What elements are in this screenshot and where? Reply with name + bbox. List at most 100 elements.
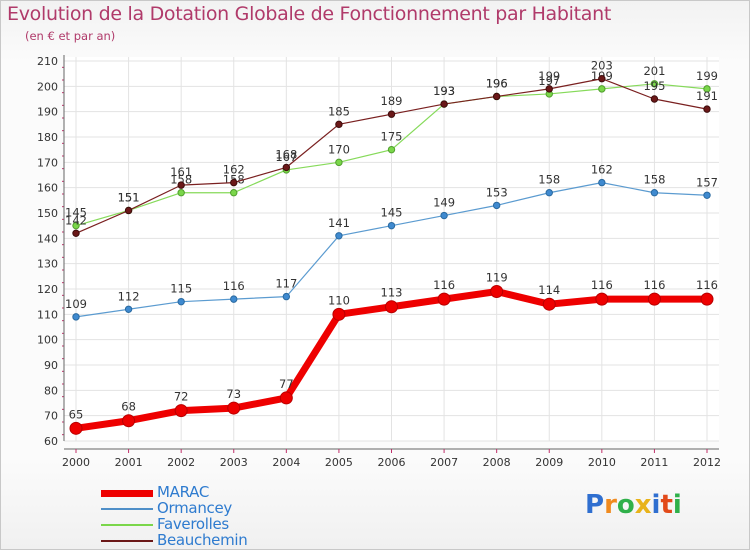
data-point-faverolles — [598, 85, 606, 93]
y-tick-label: 110 — [37, 308, 58, 321]
data-point-ormancey — [492, 201, 501, 210]
data-label-marac: 113 — [381, 286, 403, 300]
data-label-ormancey: 141 — [328, 216, 350, 230]
data-label-beauchemin: 203 — [591, 59, 613, 73]
data-label-beauchemin: 168 — [275, 147, 297, 161]
y-tick-label: 70 — [44, 410, 58, 423]
data-point-marac — [332, 307, 346, 321]
data-label-beauchemin: 189 — [381, 94, 403, 108]
data-point-faverolles — [72, 221, 80, 230]
data-label-ormancey: 162 — [591, 163, 613, 177]
data-point-marac — [227, 401, 241, 415]
legend-label: Ormancey — [157, 499, 232, 517]
x-tick-label: 2006 — [378, 456, 406, 469]
y-tick-label: 60 — [44, 435, 58, 448]
data-label-ormancey: 157 — [696, 175, 718, 189]
data-point-marac — [69, 421, 83, 435]
data-point-ormancey — [598, 178, 606, 187]
legend-item-marac: MARAC — [101, 483, 301, 501]
data-label-beauchemin: 193 — [433, 84, 455, 98]
logo-letter: x — [634, 490, 652, 520]
logo-letter: o — [616, 490, 635, 520]
y-tick-label: 90 — [44, 359, 58, 372]
data-point-ormancey — [230, 295, 238, 303]
data-label-beauchemin: 195 — [643, 79, 665, 93]
legend-swatch — [101, 540, 153, 542]
data-label-faverolles: 158 — [170, 173, 192, 187]
data-point-marac — [700, 292, 714, 306]
data-label-faverolles: 167 — [275, 150, 297, 164]
data-point-beauchemin — [703, 105, 711, 113]
data-label-faverolles: 193 — [433, 84, 455, 98]
data-point-ormancey — [650, 189, 659, 197]
data-label-marac: 116 — [591, 278, 613, 292]
data-label-ormancey: 158 — [538, 173, 560, 187]
data-point-marac — [542, 297, 556, 311]
y-tick-label: 120 — [37, 283, 58, 296]
data-label-beauchemin: 162 — [223, 163, 245, 177]
data-point-ormancey — [335, 232, 343, 240]
data-point-beauchemin — [230, 178, 238, 187]
data-label-marac: 65 — [69, 407, 84, 421]
y-tick-label: 190 — [37, 106, 58, 119]
data-label-beauchemin: 142 — [65, 213, 87, 227]
data-label-faverolles: 197 — [538, 74, 560, 88]
data-point-marac — [647, 292, 661, 306]
legend-label: Beauchemin — [157, 531, 248, 549]
data-point-faverolles — [230, 189, 238, 197]
data-label-ormancey: 112 — [118, 289, 140, 303]
data-point-ormancey — [545, 189, 553, 197]
legend-swatch — [101, 508, 153, 510]
data-point-beauchemin — [598, 75, 606, 83]
data-point-faverolles — [335, 158, 343, 167]
x-tick-label: 2008 — [483, 456, 511, 469]
chart-title: Evolution de la Dotation Globale de Fonc… — [7, 3, 612, 25]
y-tick-label: 200 — [37, 80, 58, 93]
x-tick-label: 2007 — [430, 456, 458, 469]
data-label-ormancey: 158 — [643, 173, 665, 187]
data-label-beauchemin: 161 — [170, 165, 192, 179]
y-tick-label: 80 — [44, 384, 58, 397]
data-point-marac — [595, 292, 609, 306]
legend-swatch — [101, 489, 153, 497]
y-tick-label: 150 — [37, 207, 58, 220]
data-label-faverolles: 175 — [381, 130, 403, 144]
data-label-faverolles: 145 — [65, 206, 87, 220]
data-label-marac: 72 — [174, 390, 189, 404]
data-label-faverolles: 151 — [118, 190, 140, 204]
data-label-marac: 114 — [538, 283, 560, 297]
data-label-ormancey: 145 — [381, 206, 403, 220]
x-tick-label: 2000 — [62, 456, 90, 469]
data-label-faverolles: 199 — [696, 69, 718, 83]
data-point-marac — [174, 404, 188, 418]
data-point-faverolles — [387, 145, 396, 154]
data-label-faverolles: 196 — [486, 76, 508, 90]
data-point-faverolles — [703, 85, 711, 93]
data-label-beauchemin: 151 — [118, 190, 140, 204]
data-label-faverolles: 170 — [328, 142, 350, 156]
data-point-ormancey — [282, 292, 291, 301]
y-tick-label: 160 — [37, 182, 58, 195]
data-label-marac: 116 — [643, 278, 665, 292]
x-tick-label: 2002 — [167, 456, 195, 469]
data-label-beauchemin: 185 — [328, 104, 350, 118]
logo-letter: i — [651, 490, 661, 520]
data-label-marac: 73 — [226, 387, 241, 401]
proxiti-logo: Proxiti — [585, 490, 682, 520]
data-label-beauchemin: 199 — [538, 69, 560, 83]
logo-letter: t — [660, 490, 673, 520]
x-tick-label: 2009 — [535, 456, 563, 469]
data-label-ormancey: 153 — [486, 185, 508, 199]
data-point-ormancey — [177, 297, 185, 306]
x-tick-label: 2004 — [272, 456, 300, 469]
legend-item-faverolles: Faverolles — [101, 515, 301, 533]
data-point-faverolles — [650, 80, 659, 88]
data-label-beauchemin: 196 — [486, 76, 508, 90]
legend-label: MARAC — [157, 483, 209, 501]
data-label-marac: 77 — [279, 377, 294, 391]
data-point-faverolles — [177, 189, 185, 197]
data-point-ormancey — [387, 221, 396, 230]
data-point-marac — [122, 414, 136, 428]
y-tick-label: 140 — [37, 232, 58, 245]
